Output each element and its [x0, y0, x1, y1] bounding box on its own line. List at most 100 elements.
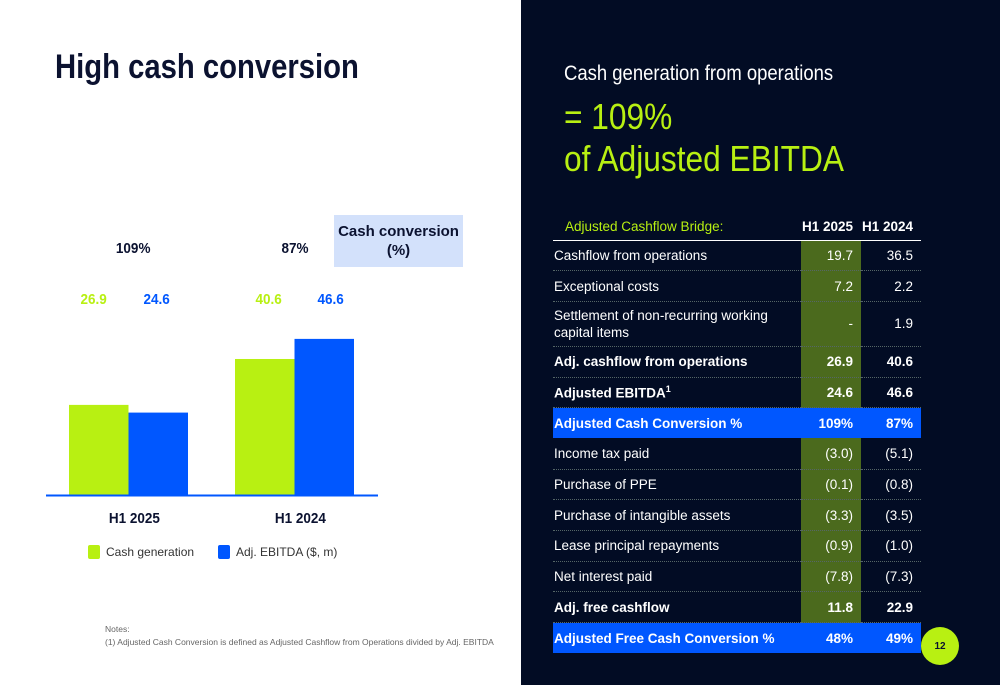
row-label: Purchase of intangible assets	[553, 499, 801, 531]
cell-h1-2024: 40.6	[861, 346, 921, 378]
row-label: Lease principal repayments	[553, 530, 801, 562]
row-label-text: Adjusted Free Cash Conversion %	[554, 630, 775, 646]
bar-adj-ebitda	[294, 338, 354, 495]
notes: Notes: (1) Adjusted Cash Conversion is de…	[105, 623, 494, 649]
row-label-text: Exceptional costs	[554, 278, 660, 294]
row-label-text: Adjusted EBITDA	[554, 385, 666, 401]
cell-h1-2025: (0.1)	[801, 469, 861, 501]
row-label: Exceptional costs	[553, 270, 801, 302]
left-panel: High cash conversion 109% 87% Cash conve…	[46, 48, 494, 649]
cell-h1-2024: (5.1)	[861, 438, 921, 470]
bar-adj-ebitda	[128, 412, 188, 495]
cell-h1-2024: 46.6	[861, 377, 921, 409]
cell-h1-2025: 26.9	[801, 346, 861, 378]
notes-text: (1) Adjusted Cash Conversion is defined …	[105, 637, 494, 647]
row-label: Adjusted Free Cash Conversion %	[553, 622, 801, 654]
cell-h1-2024: (7.3)	[861, 561, 921, 593]
table-row: Purchase of intangible assets (3.3) (3.5)	[553, 499, 921, 531]
cell-h1-2024: 49%	[861, 622, 921, 654]
bar-cash-generation	[69, 404, 129, 495]
cell-h1-2025: (3.0)	[801, 438, 861, 470]
bar-chart	[46, 338, 378, 497]
table-header: Adjusted Cashflow Bridge: H1 2025 H1 2024	[553, 214, 921, 241]
cell-h1-2025: (0.9)	[801, 530, 861, 562]
cell-h1-2025: 11.8	[801, 591, 861, 624]
legend-item-adj-ebitda: Adj. EBITDA ($, m)	[218, 545, 337, 559]
headline-percent: = 109%	[564, 96, 673, 137]
header-h1-2024: H1 2024	[861, 214, 921, 241]
right-panel: Cash generation from operations = 109% o…	[521, 0, 1000, 685]
value-label: 24.6	[143, 291, 170, 308]
row-label: Income tax paid	[553, 438, 801, 470]
cell-h1-2025: -	[801, 301, 861, 347]
table-row: Adj. cashflow from operations 26.9 40.6	[553, 346, 921, 378]
row-label: Cashflow from operations	[553, 240, 801, 272]
cell-h1-2025: (3.3)	[801, 499, 861, 531]
cell-h1-2024: 2.2	[861, 270, 921, 302]
row-label-text: Lease principal repayments	[554, 538, 720, 554]
cell-h1-2024: 1.9	[861, 301, 921, 347]
cell-h1-2024: (0.8)	[861, 469, 921, 501]
headline-text: of Adjusted EBITDA	[564, 138, 844, 179]
legend-item-cash-generation: Cash generation	[88, 545, 194, 559]
value-label: 40.6	[255, 291, 282, 308]
header-h1-2025: H1 2025	[801, 214, 861, 241]
cell-h1-2025: 48%	[801, 622, 861, 654]
row-label-text: Adj. cashflow from operations	[554, 354, 748, 370]
cell-h1-2024: (1.0)	[861, 530, 921, 562]
cell-h1-2024: 22.9	[861, 591, 921, 624]
legend-swatch	[218, 545, 230, 559]
legend-label: Adj. EBITDA ($, m)	[236, 545, 338, 559]
table-row: Settlement of non-recurring working capi…	[553, 301, 921, 347]
row-label-text: Settlement of non-recurring working capi…	[554, 307, 768, 340]
cash-conversion-label-line1: Cash conversion	[338, 223, 459, 240]
table-row: Cashflow from operations 19.7 36.5	[553, 240, 921, 272]
cell-h1-2025: 7.2	[801, 270, 861, 302]
table-row: Adjusted EBITDA1 24.6 46.6	[553, 377, 921, 409]
row-label-text: Cashflow from operations	[554, 247, 708, 263]
page-number: 12	[921, 627, 959, 665]
row-label-text: Purchase of intangible assets	[554, 507, 731, 523]
row-label-text: Purchase of PPE	[554, 476, 657, 492]
row-label: Settlement of non-recurring working capi…	[553, 301, 801, 347]
table-row: Purchase of PPE (0.1) (0.8)	[553, 469, 921, 501]
page-title: High cash conversion	[55, 48, 359, 86]
table-row: Adjusted Free Cash Conversion % 48% 49%	[553, 622, 921, 654]
row-label: Adjusted EBITDA1	[553, 377, 801, 409]
cell-h1-2025: 19.7	[801, 240, 861, 272]
row-label-text: Net interest paid	[554, 569, 653, 585]
legend-swatch	[88, 545, 100, 559]
x-tick-label: H1 2024	[274, 510, 326, 527]
cell-h1-2025: 24.6	[801, 377, 861, 409]
cell-h1-2024: 87%	[861, 407, 921, 439]
cash-conversion-label: Cash conversion (%)	[334, 215, 463, 267]
subtitle: Cash generation from operations	[564, 62, 834, 85]
cell-h1-2025: (7.8)	[801, 561, 861, 593]
notes-heading: Notes:	[105, 624, 130, 634]
cell-h1-2025: 109%	[801, 407, 861, 439]
table-row: Exceptional costs 7.2 2.2	[553, 270, 921, 302]
row-label-text: Income tax paid	[554, 446, 650, 462]
table-row: Lease principal repayments (0.9) (1.0)	[553, 530, 921, 562]
x-tick-label: H1 2025	[108, 510, 160, 527]
header-label: Adjusted Cashflow Bridge:	[553, 214, 801, 241]
table-row: Adj. free cashflow 11.8 22.9	[553, 591, 921, 624]
row-label: Adjusted Cash Conversion %	[553, 407, 801, 439]
table-row: Net interest paid (7.8) (7.3)	[553, 561, 921, 593]
row-label: Purchase of PPE	[553, 469, 801, 501]
value-label: 46.6	[317, 291, 344, 308]
row-label-text: Adjusted Cash Conversion %	[554, 415, 743, 431]
table-row: Adjusted Cash Conversion % 109% 87%	[553, 407, 921, 439]
cashflow-bridge-table: Adjusted Cashflow Bridge: H1 2025 H1 2024 C…	[553, 214, 921, 654]
cell-h1-2024: (3.5)	[861, 499, 921, 531]
value-label: 26.9	[80, 291, 107, 308]
row-label: Adj. cashflow from operations	[553, 346, 801, 378]
row-label: Net interest paid	[553, 561, 801, 593]
cash-conversion-label-line2: (%)	[386, 242, 411, 259]
legend-label: Cash generation	[106, 545, 195, 559]
cash-conversion-h1-2024: 87%	[281, 240, 309, 257]
cell-h1-2024: 36.5	[861, 240, 921, 272]
footnote-marker: 1	[665, 384, 671, 395]
bar-cash-generation	[235, 358, 295, 495]
row-label-text: Adj. free cashflow	[554, 599, 670, 615]
